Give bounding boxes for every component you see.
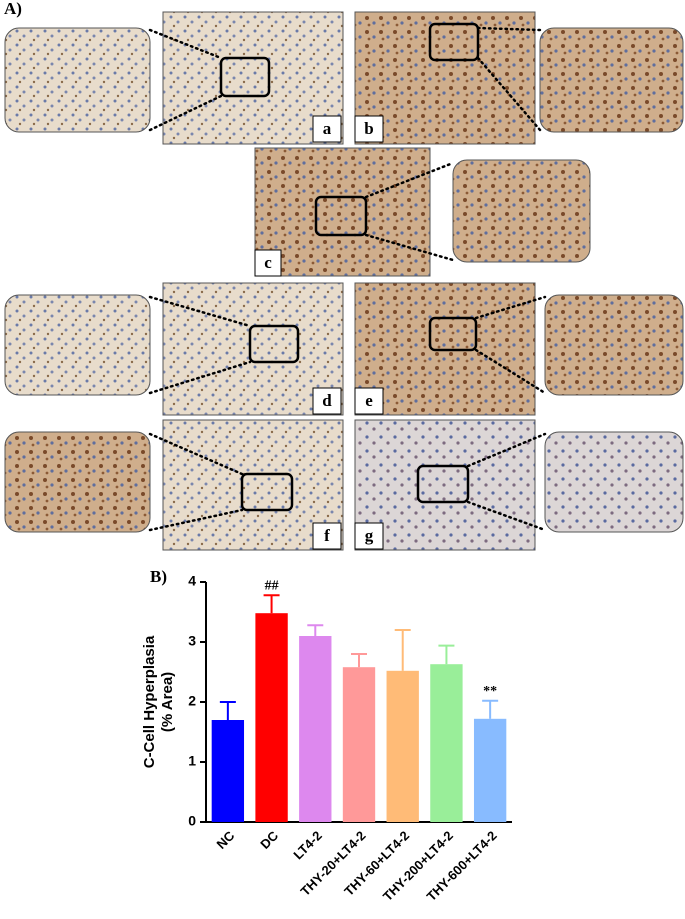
x-tick-label: LT4-2 [290, 828, 324, 862]
inset-image [539, 27, 684, 133]
roi-box [248, 324, 300, 364]
y-tick-label: 0 [188, 813, 196, 829]
bar [473, 718, 507, 822]
panel-label: B) [150, 567, 167, 586]
zoom-line [148, 94, 223, 132]
letter-box [312, 522, 342, 550]
letter-box [354, 387, 384, 415]
y-tick-label: 3 [188, 633, 196, 649]
inset-image [452, 159, 591, 263]
significance-label: ** [483, 684, 497, 699]
zoom-line [474, 348, 547, 395]
roi-box [314, 195, 368, 237]
roi-box [428, 316, 478, 352]
zoom-line [364, 161, 455, 199]
zoom-line [476, 56, 542, 132]
panel-label: A) [4, 0, 22, 18]
inset-image [544, 294, 684, 396]
panel-letter: a [323, 119, 332, 138]
panel-letter: c [264, 253, 272, 272]
y-axis-label: (% Area) [159, 672, 176, 732]
panel-letter: d [322, 391, 332, 410]
x-tick-label: DC [257, 828, 281, 852]
zoom-line [148, 432, 244, 476]
y-tick-label: 1 [188, 753, 196, 769]
inset-image [4, 294, 151, 396]
letter-box [354, 522, 384, 550]
zoom-line [148, 360, 252, 395]
zoom-line [148, 295, 252, 328]
roi-box [428, 22, 480, 62]
y-axis-label: C-Cell Hyperplasia [141, 635, 158, 768]
zoom-line [364, 233, 455, 262]
y-tick-label: 2 [188, 693, 196, 709]
bar [430, 664, 463, 822]
micrograph [354, 419, 536, 551]
zoom-line [148, 508, 244, 532]
roi-box [219, 56, 271, 98]
letter-box [312, 115, 342, 143]
letter-box [254, 249, 282, 277]
letter-box [354, 115, 384, 143]
inset-image [4, 431, 151, 533]
panel-letter: f [324, 526, 330, 545]
micrograph [354, 11, 536, 145]
panel-letter: g [365, 526, 374, 545]
roi-box [416, 464, 470, 504]
bar [299, 636, 332, 822]
bar [386, 670, 419, 822]
inset-image [544, 431, 684, 533]
letter-box [312, 387, 342, 415]
bar [255, 613, 288, 822]
x-tick-label: NC [214, 828, 238, 852]
zoom-line [476, 26, 542, 32]
y-tick-label: 4 [188, 573, 196, 589]
panel-letter: e [365, 391, 373, 410]
bar [342, 667, 376, 822]
zoom-line [148, 28, 223, 60]
significance-label: ## [265, 578, 279, 593]
inset-image [4, 27, 151, 133]
bar [211, 720, 245, 822]
roi-box [240, 472, 294, 512]
panel-letter: b [364, 119, 373, 138]
zoom-line [466, 500, 547, 532]
micrograph [254, 147, 431, 277]
zoom-line [474, 295, 547, 320]
